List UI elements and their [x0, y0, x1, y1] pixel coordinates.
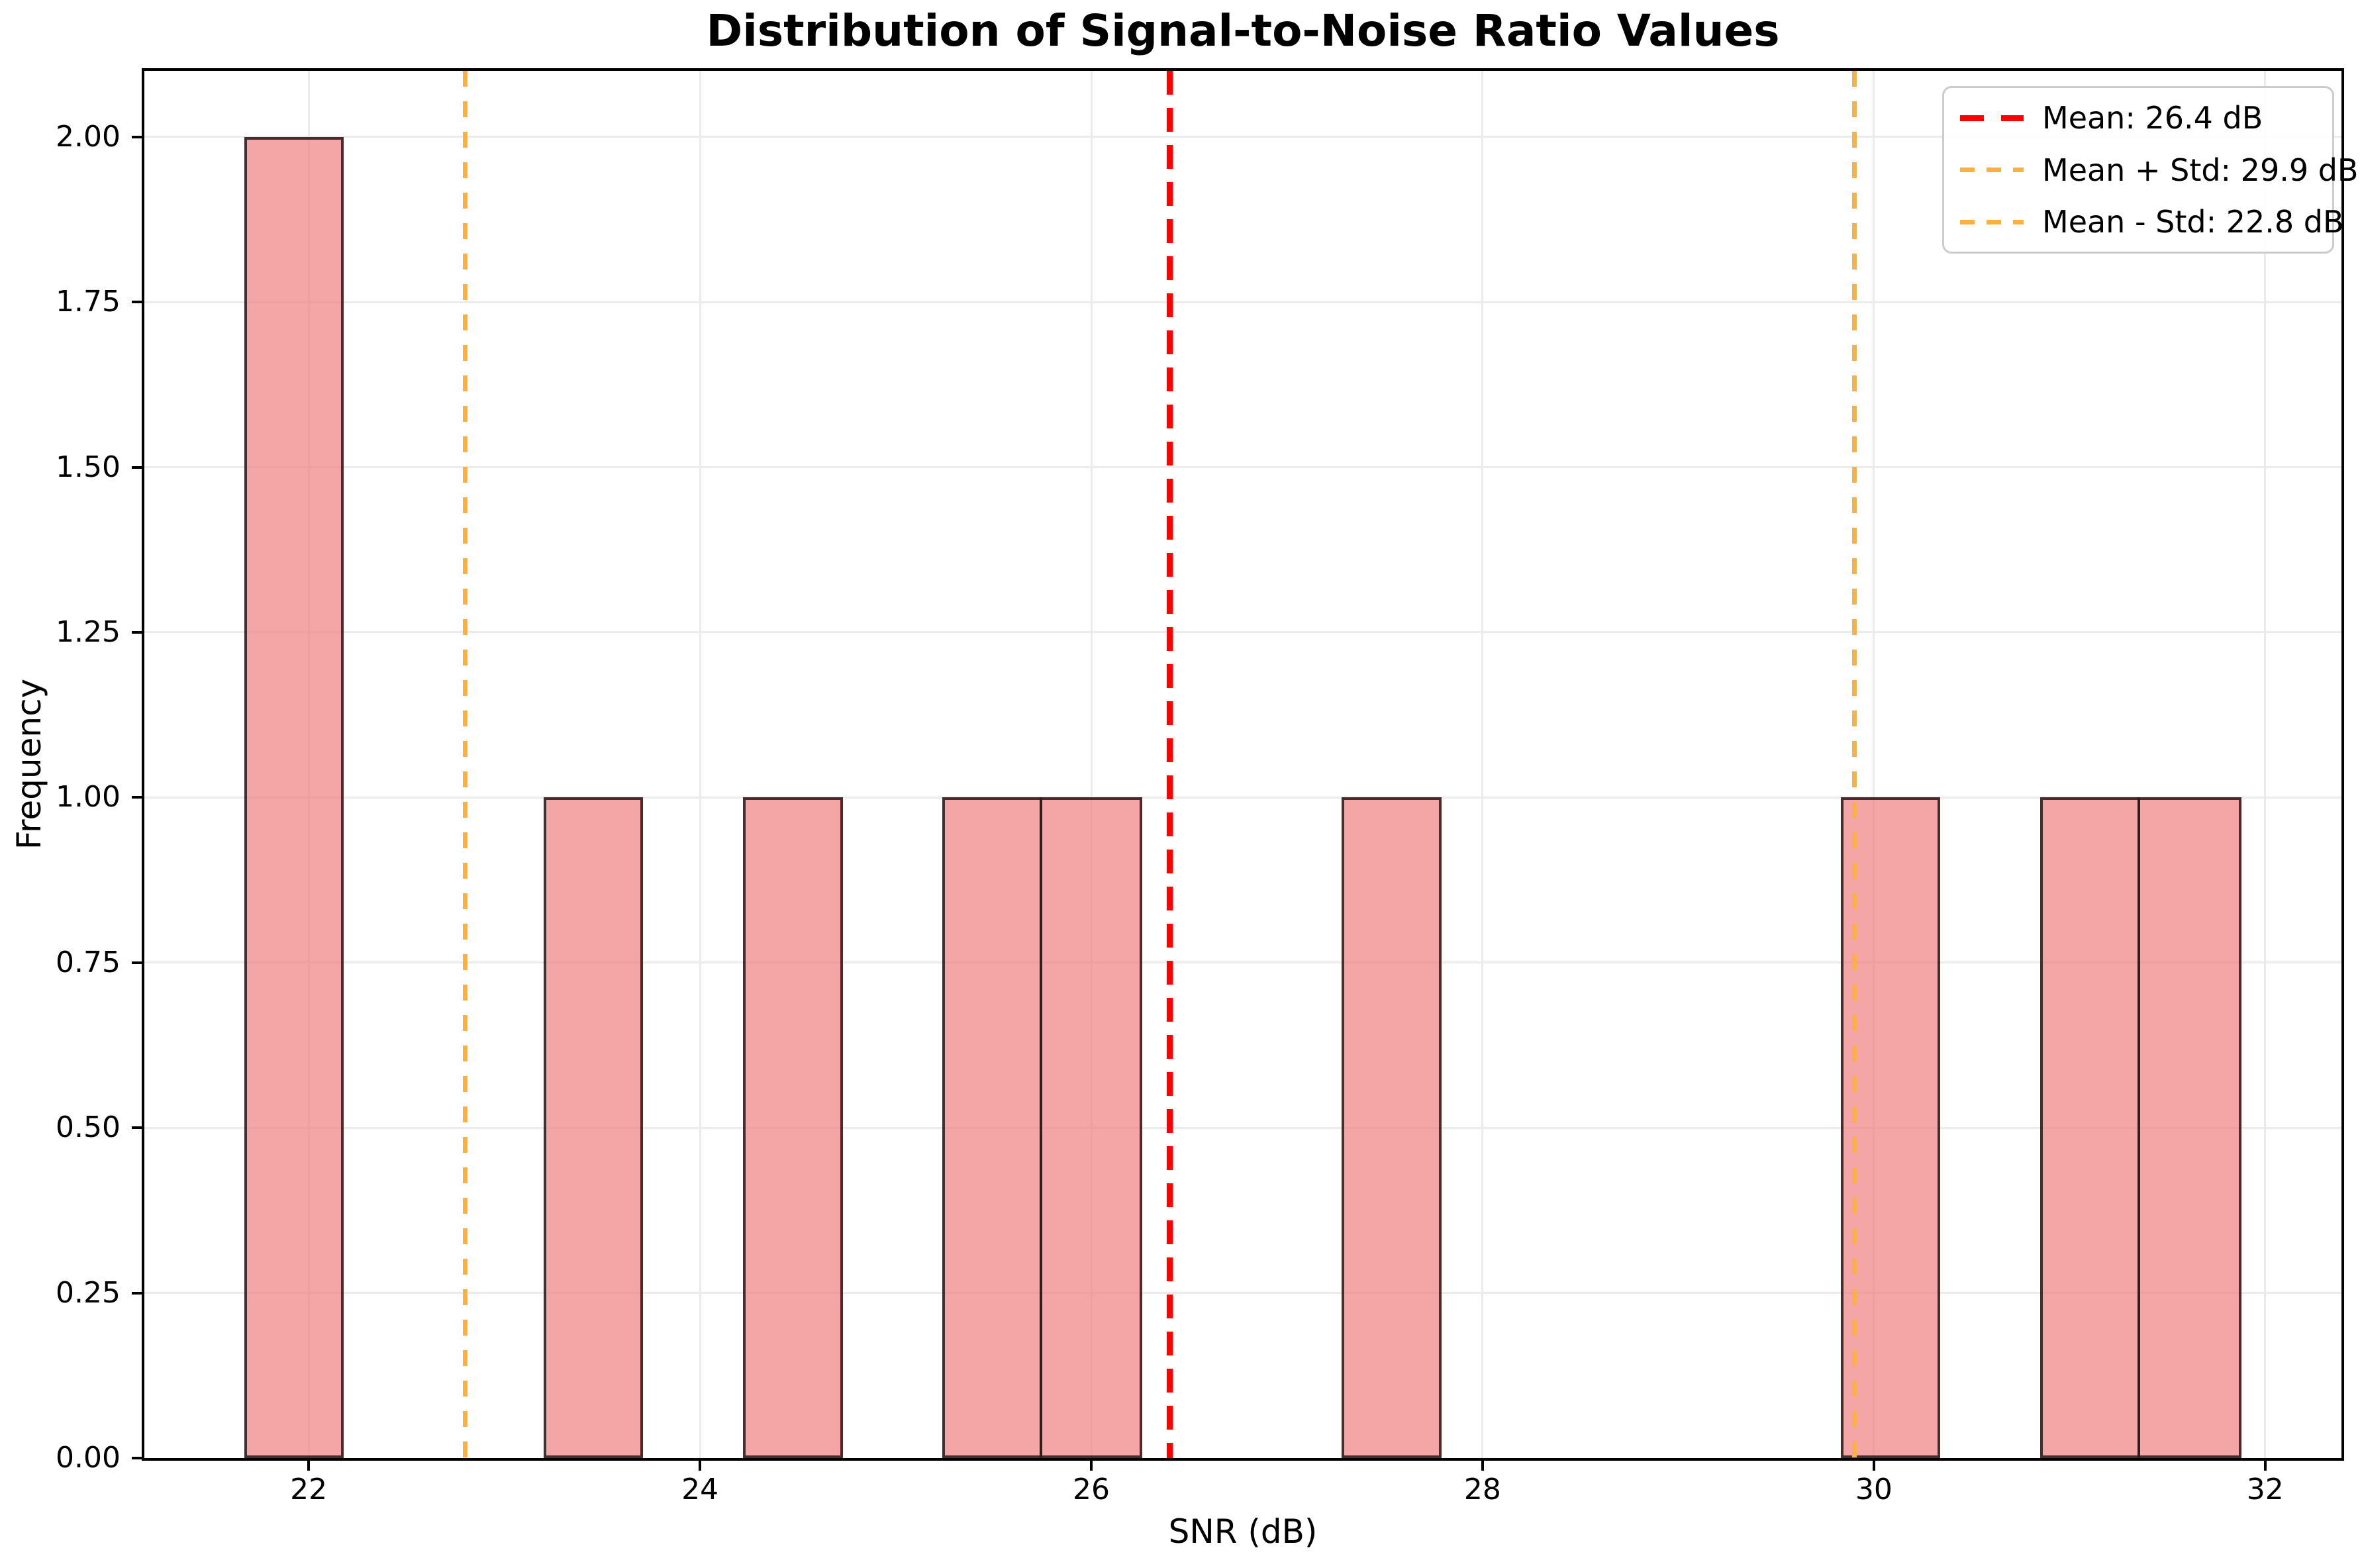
- y-tick: [132, 796, 142, 799]
- y-tick: [132, 135, 142, 138]
- histogram-bar: [1840, 797, 1941, 1458]
- y-tick-label: 0.75: [56, 945, 121, 979]
- legend-item-mean-minus-std: Mean - Std: 22.8 dB: [1960, 204, 2344, 240]
- y-tick-label: 1.25: [56, 614, 121, 649]
- y-tick: [132, 961, 142, 964]
- x-tick: [307, 1461, 311, 1471]
- histogram-bar: [1342, 797, 1442, 1458]
- chart-title: Distribution of Signal-to-Noise Ratio Va…: [706, 5, 1780, 56]
- gridline-vertical: [1873, 71, 1875, 1458]
- mean-minus-std-line-swatch: [1960, 219, 2024, 224]
- y-tick: [132, 1291, 142, 1295]
- y-tick: [132, 1457, 142, 1459]
- y-tick: [132, 301, 142, 304]
- x-tick-label: 32: [2246, 1473, 2284, 1506]
- gridline-vertical: [2264, 71, 2267, 1458]
- y-tick-label: 1.50: [56, 450, 121, 484]
- x-tick-label: 26: [1073, 1473, 1110, 1506]
- y-tick: [132, 1126, 142, 1130]
- y-tick-label: 0.50: [56, 1110, 121, 1145]
- gridline-horizontal: [144, 136, 2341, 138]
- histogram-bar: [2040, 797, 2140, 1458]
- histogram-bar: [244, 136, 344, 1458]
- histogram-bar: [1040, 797, 1142, 1458]
- y-axis-label: Frequency: [10, 678, 48, 850]
- x-tick-label: 24: [681, 1473, 719, 1506]
- histogram-bar: [2137, 797, 2242, 1458]
- gridline-horizontal: [144, 1292, 2341, 1295]
- gridline-vertical: [699, 71, 701, 1458]
- y-tick-label: 0.25: [56, 1275, 121, 1310]
- x-tick: [699, 1461, 702, 1471]
- gridline-horizontal: [144, 631, 2341, 634]
- y-tick: [132, 630, 142, 634]
- y-tick-label: 1.00: [56, 780, 121, 814]
- mean-plus-std-line-swatch: [1960, 168, 2024, 172]
- legend-item-mean-plus-std: Mean + Std: 29.9 dB: [1960, 152, 2358, 188]
- gridline-horizontal: [144, 961, 2341, 964]
- legend-item-mean: Mean: 26.4 dB: [1960, 100, 2316, 136]
- legend-label-mean-minus-std: Mean - Std: 22.8 dB: [2042, 204, 2344, 240]
- y-tick-label: 1.75: [56, 285, 121, 319]
- x-tick-label: 22: [290, 1473, 328, 1506]
- vline-mean-minus-std: [463, 71, 468, 1458]
- gridline-horizontal: [144, 796, 2341, 799]
- histogram-bar: [942, 797, 1043, 1458]
- y-tick-label: 0.00: [56, 1441, 121, 1475]
- legend-label-mean: Mean: 26.4 dB: [2042, 100, 2263, 136]
- x-tick: [2263, 1461, 2267, 1471]
- vline-mean: [1166, 71, 1173, 1458]
- gridline-vertical: [1090, 71, 1093, 1458]
- x-tick: [1090, 1461, 1093, 1471]
- x-tick-label: 28: [1463, 1473, 1501, 1506]
- legend: Mean: 26.4 dB Mean + Std: 29.9 dB Mean -…: [1942, 86, 2358, 254]
- x-tick: [1481, 1461, 1484, 1471]
- mean-line-swatch: [1960, 115, 2024, 121]
- y-tick: [132, 466, 142, 469]
- vline-mean-plus-std: [1851, 71, 1857, 1458]
- gridline-horizontal: [144, 466, 2341, 469]
- gridline-horizontal: [144, 1126, 2341, 1129]
- y-tick-label: 2.00: [56, 119, 121, 154]
- plot-area: [144, 71, 2341, 1458]
- gridline-horizontal: [144, 301, 2341, 303]
- histogram-bar: [543, 797, 644, 1458]
- x-tick: [1872, 1461, 1875, 1471]
- histogram-bar: [743, 797, 843, 1458]
- x-tick-label: 30: [1855, 1473, 1893, 1506]
- legend-label-mean-plus-std: Mean + Std: 29.9 dB: [2042, 152, 2359, 188]
- gridline-vertical: [1481, 71, 1484, 1458]
- x-axis-label: SNR (dB): [1168, 1512, 1318, 1551]
